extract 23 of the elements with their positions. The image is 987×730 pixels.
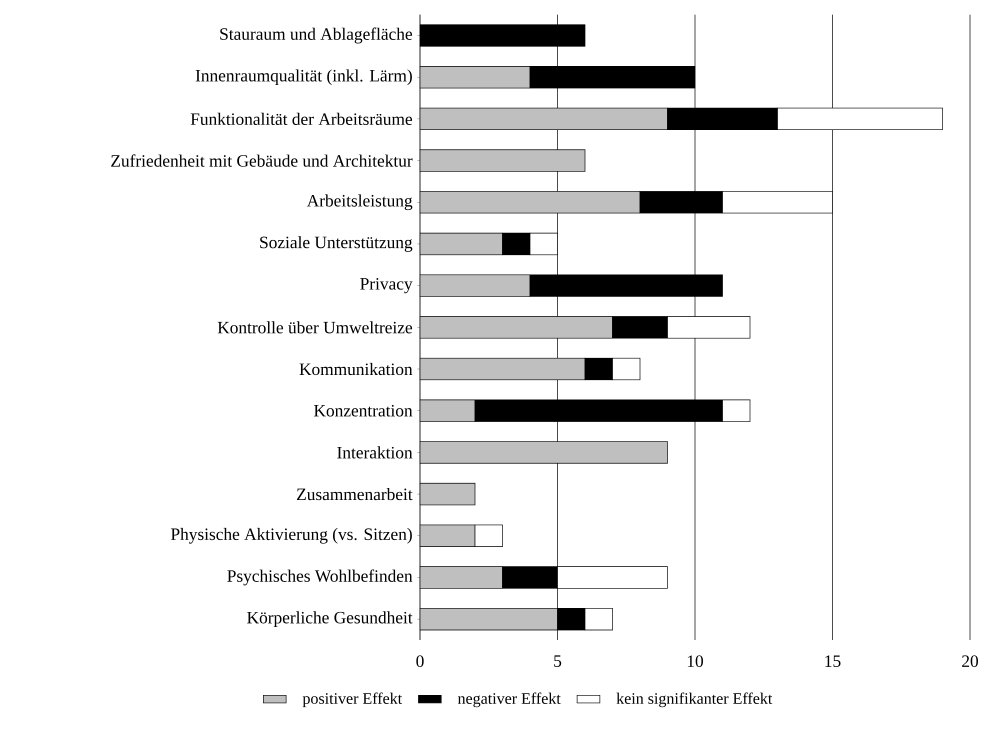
y-tick-label: Körperliche Gesundheit bbox=[247, 611, 413, 627]
x-tick-label: 10 bbox=[688, 655, 704, 668]
y-tick-label: Kontrolle über Umweltreize bbox=[218, 321, 412, 334]
y-tick-label: Arbeitsleistung bbox=[306, 194, 412, 210]
y-tick-label: Konzentration bbox=[314, 404, 412, 417]
x-tick-label: 0 bbox=[416, 655, 424, 668]
legend-label: kein signifikanter Effekt bbox=[616, 692, 772, 708]
y-tick-label: Innenraumqualität (inkl. Lärm) bbox=[196, 69, 412, 86]
x-tick-label: 5 bbox=[554, 655, 562, 667]
legend-label: positiver Effekt bbox=[302, 692, 402, 708]
y-tick-label: Privacy bbox=[360, 278, 413, 294]
x-tick-label: 15 bbox=[825, 655, 840, 667]
y-tick-label: Zufriedenheit mit Gebäude und Architektur bbox=[111, 154, 413, 167]
x-tick-label: 20 bbox=[962, 655, 978, 668]
y-tick-label: Soziale Unterstützung bbox=[260, 236, 412, 252]
y-tick-label: Psychisches Wohlbefinden bbox=[227, 569, 412, 586]
y-tick-label: Interaktion bbox=[337, 446, 412, 458]
y-tick-label: Stauraum und Ablagefläche bbox=[220, 28, 412, 44]
y-tick-label: Physische Aktivierung (vs. Sitzen) bbox=[170, 528, 412, 544]
y-tick-label: Kommunikation bbox=[300, 362, 412, 376]
legend-label: negativer Effekt bbox=[458, 692, 561, 708]
y-tick-label: Funktionalität der Arbeitsräume bbox=[190, 112, 412, 125]
y-tick-label: Zusammenarbeit bbox=[296, 488, 413, 500]
